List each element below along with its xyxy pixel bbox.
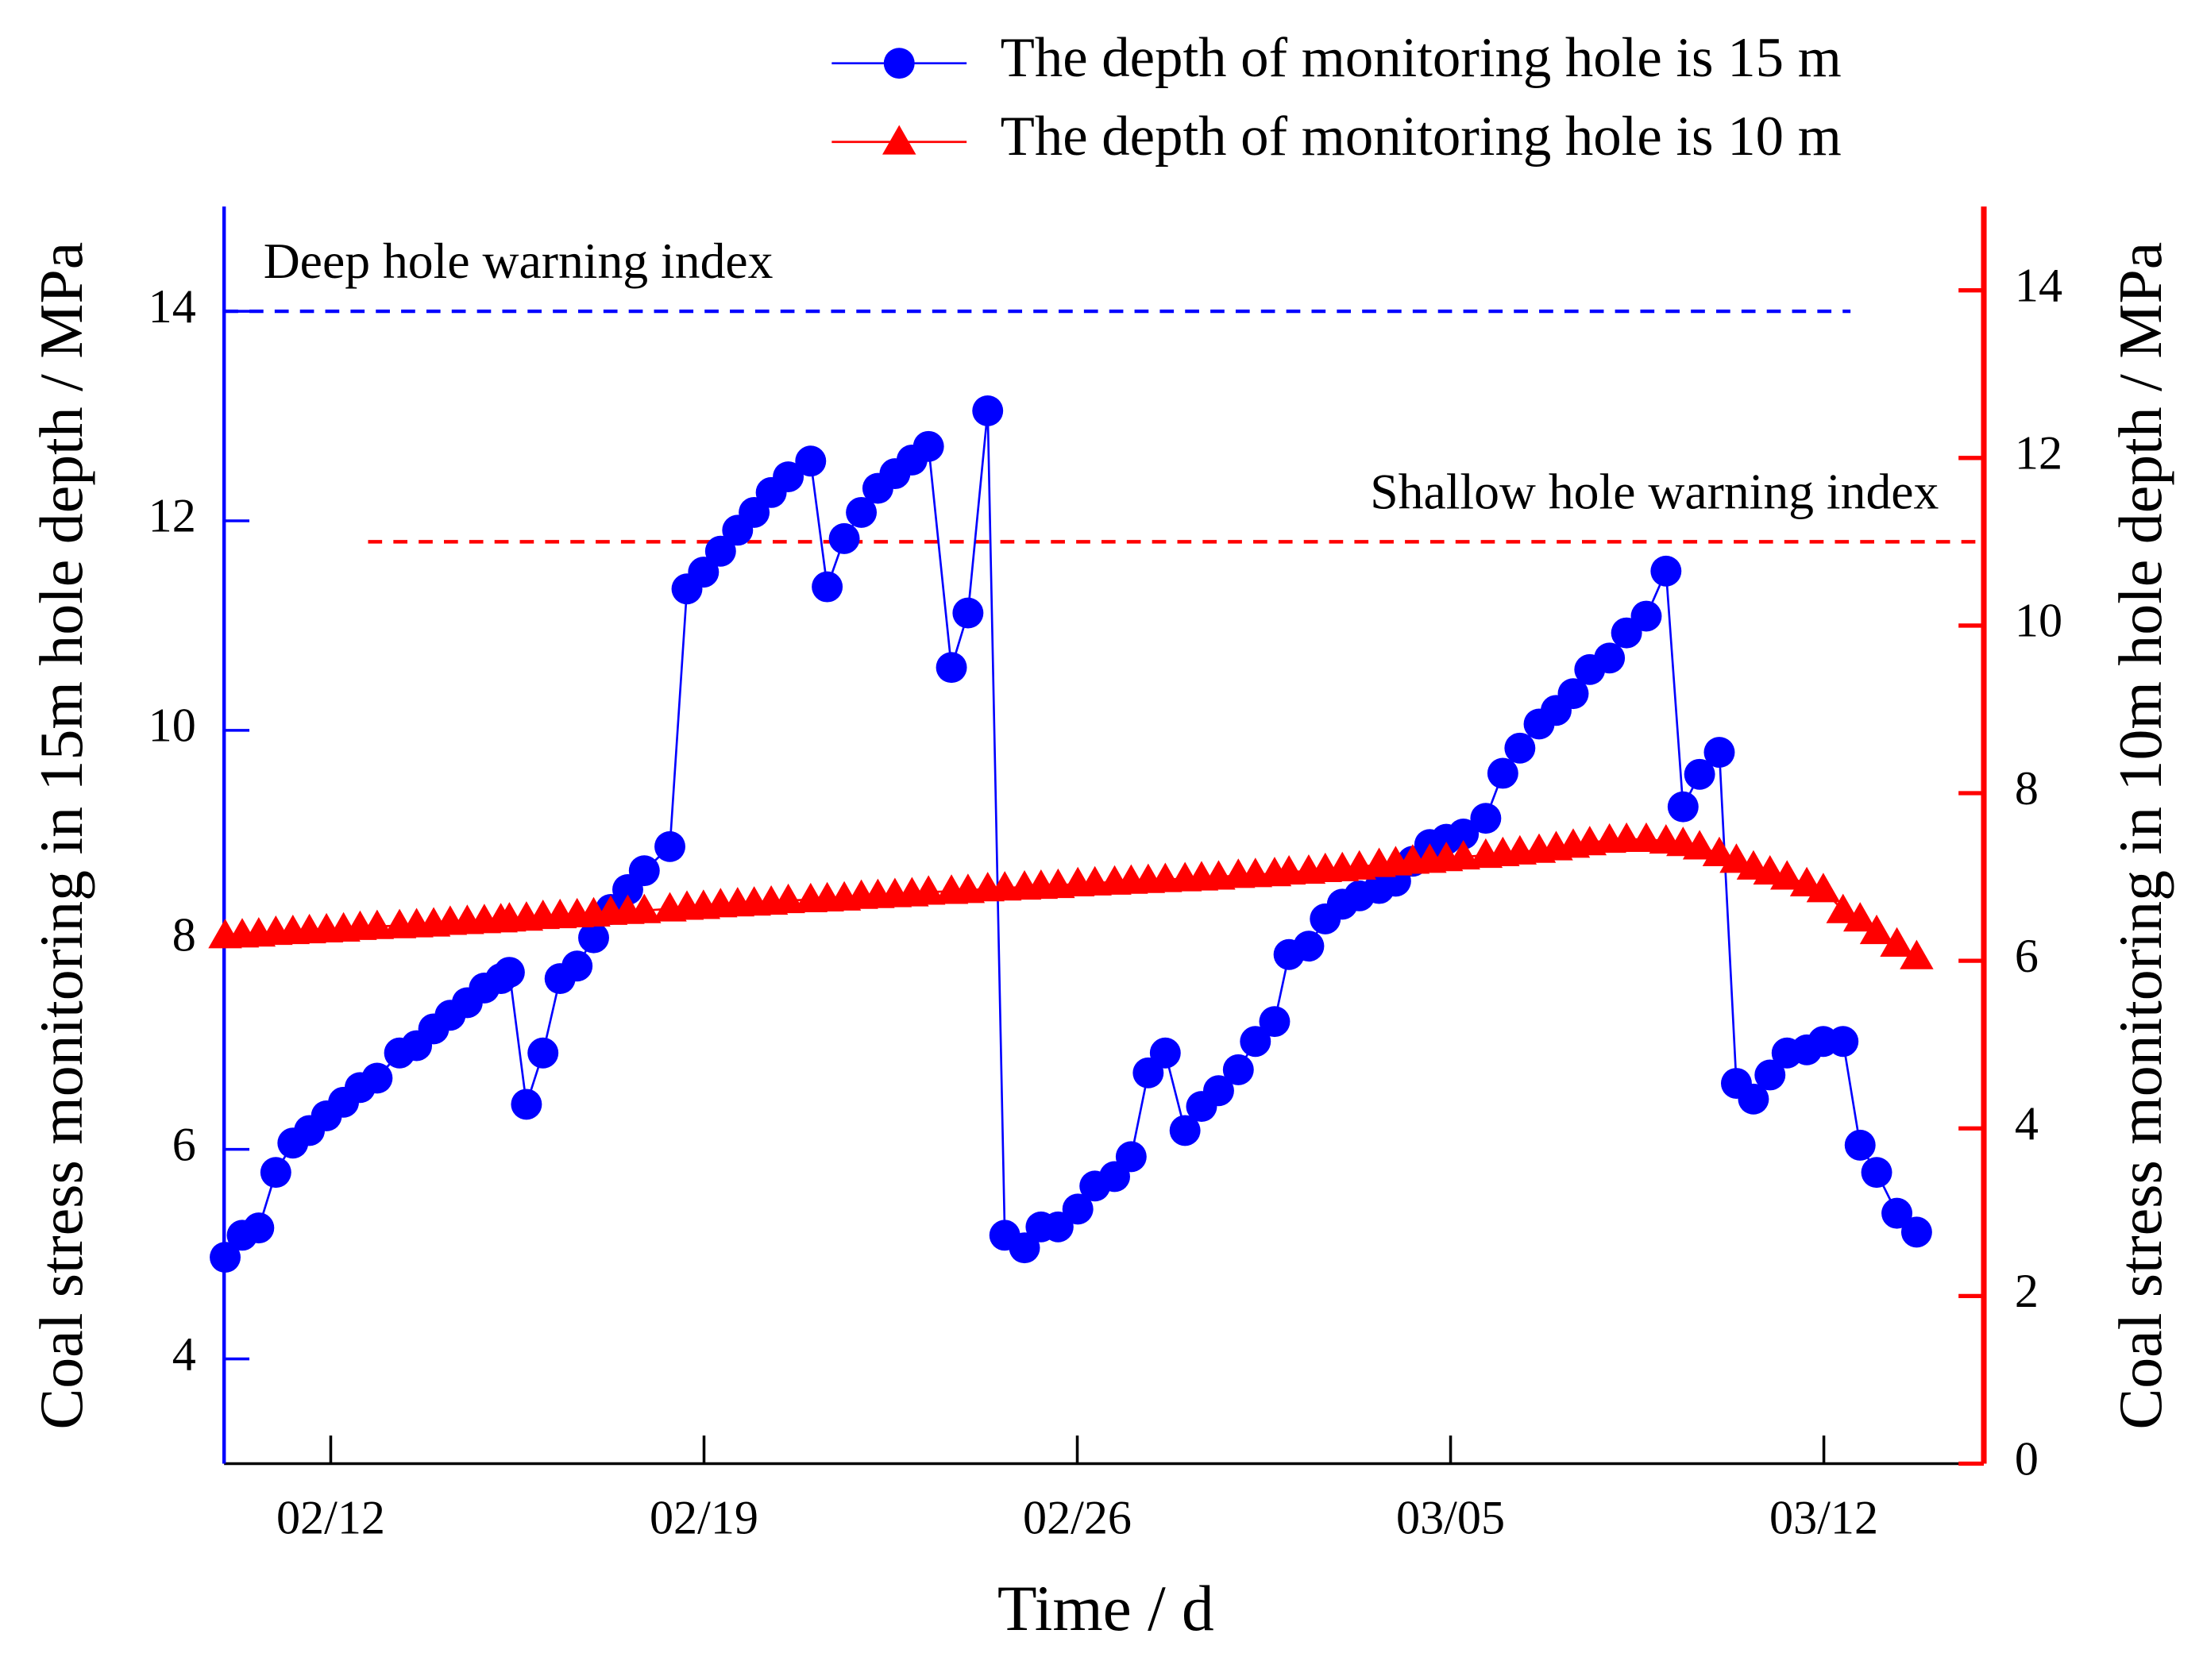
circle-marker — [578, 922, 609, 954]
y2-tick-label: 6 — [2015, 930, 2039, 983]
circle-marker — [1504, 732, 1536, 764]
circle-marker — [1042, 1211, 1074, 1243]
triangle-marker — [771, 883, 805, 914]
y-axis-title: Coal stress monitoring in 15m hole depth… — [27, 242, 95, 1430]
circle-marker — [1259, 1006, 1291, 1038]
x-tick-label: 02/26 — [1023, 1492, 1132, 1545]
circle-marker — [527, 1037, 559, 1069]
x-tick-label: 02/12 — [276, 1492, 385, 1545]
x-axis-title: Time / d — [997, 1572, 1214, 1644]
circle-marker — [1881, 1197, 1913, 1229]
x-tick-label: 02/19 — [650, 1492, 758, 1545]
circle-marker — [1630, 600, 1662, 632]
triangle-marker — [1826, 893, 1860, 923]
circle-marker — [1861, 1157, 1892, 1189]
y2-tick-label: 2 — [2015, 1265, 2039, 1318]
legend-marker — [883, 48, 915, 79]
warning-label: Deep hole warning index — [264, 233, 774, 289]
circle-marker — [1009, 1232, 1040, 1264]
triangle-marker — [1682, 830, 1717, 860]
circle-marker — [654, 830, 685, 862]
triangle-marker — [1806, 873, 1841, 903]
legend-marker — [882, 125, 916, 155]
circle-marker — [1448, 819, 1480, 850]
y2-tick-label: 8 — [2015, 762, 2039, 815]
triangle-marker — [1843, 902, 1877, 932]
triangle-marker — [360, 909, 395, 939]
circle-marker — [952, 597, 984, 629]
circle-marker — [795, 445, 827, 477]
legend-label: The depth of monitoring hole is 15 m — [1001, 27, 1842, 89]
circle-marker — [1470, 803, 1502, 834]
triangle-marker — [1900, 939, 1934, 969]
circle-marker — [628, 855, 660, 887]
circle-marker — [1900, 1216, 1932, 1248]
triangle-marker — [1859, 914, 1894, 945]
circle-marker — [210, 1242, 241, 1273]
y2-tick-label: 14 — [2015, 259, 2062, 312]
circle-marker — [561, 950, 593, 982]
circle-marker — [936, 652, 967, 684]
circle-marker — [511, 1089, 542, 1120]
circle-marker — [1844, 1129, 1876, 1161]
triangle-marker — [911, 875, 946, 905]
y2-tick-label: 12 — [2015, 427, 2062, 480]
warning-label: Shallow hole warning index — [1370, 463, 1939, 519]
circle-marker — [260, 1157, 291, 1189]
circle-marker — [1754, 1059, 1786, 1091]
triangle-marker — [1880, 927, 1914, 957]
circle-marker — [1703, 737, 1735, 769]
y2-tick-label: 10 — [2015, 595, 2062, 648]
circle-marker — [704, 535, 736, 567]
legend-label: The depth of monitoring hole is 10 m — [1001, 106, 1842, 168]
y2-axis-title: Coal stress monitoring in 10m hole depth… — [2106, 242, 2174, 1430]
circle-marker — [361, 1062, 393, 1094]
triangle-marker — [627, 893, 662, 923]
y-tick-label: 12 — [149, 490, 196, 543]
y-tick-label: 14 — [149, 280, 196, 333]
circle-marker — [1149, 1037, 1181, 1069]
circle-marker — [243, 1212, 275, 1244]
circle-marker — [1667, 791, 1699, 823]
circle-marker — [1240, 1026, 1271, 1058]
circle-marker — [912, 430, 944, 462]
circle-marker — [688, 557, 720, 588]
circle-marker — [1115, 1141, 1147, 1173]
y2-tick-label: 4 — [2015, 1097, 2039, 1150]
y-tick-label: 4 — [172, 1327, 196, 1381]
circle-marker — [1684, 758, 1715, 790]
circle-marker — [1487, 757, 1518, 789]
circle-marker — [1222, 1054, 1254, 1085]
y-tick-label: 8 — [172, 909, 196, 962]
circle-marker — [1594, 642, 1626, 674]
circle-marker — [828, 522, 860, 554]
x-tick-label: 03/12 — [1769, 1492, 1878, 1545]
circle-marker — [1650, 555, 1682, 587]
circle-marker — [1738, 1083, 1769, 1115]
circle-marker — [773, 461, 804, 493]
circle-marker — [812, 571, 843, 603]
circle-marker — [1203, 1075, 1234, 1107]
x-tick-label: 03/05 — [1396, 1492, 1505, 1545]
y-tick-label: 6 — [172, 1118, 196, 1171]
circle-marker — [1169, 1115, 1201, 1146]
circle-marker — [493, 957, 525, 988]
circle-marker — [972, 395, 1004, 426]
circle-marker — [1557, 678, 1589, 710]
circle-marker — [1827, 1026, 1859, 1058]
circle-marker — [846, 496, 878, 528]
y-tick-label: 10 — [149, 699, 196, 753]
y2-tick-label: 0 — [2015, 1432, 2039, 1485]
circle-marker — [1293, 931, 1325, 962]
triangle-marker — [1770, 860, 1804, 890]
triangle-marker — [1446, 840, 1480, 870]
circle-marker — [1062, 1193, 1094, 1225]
